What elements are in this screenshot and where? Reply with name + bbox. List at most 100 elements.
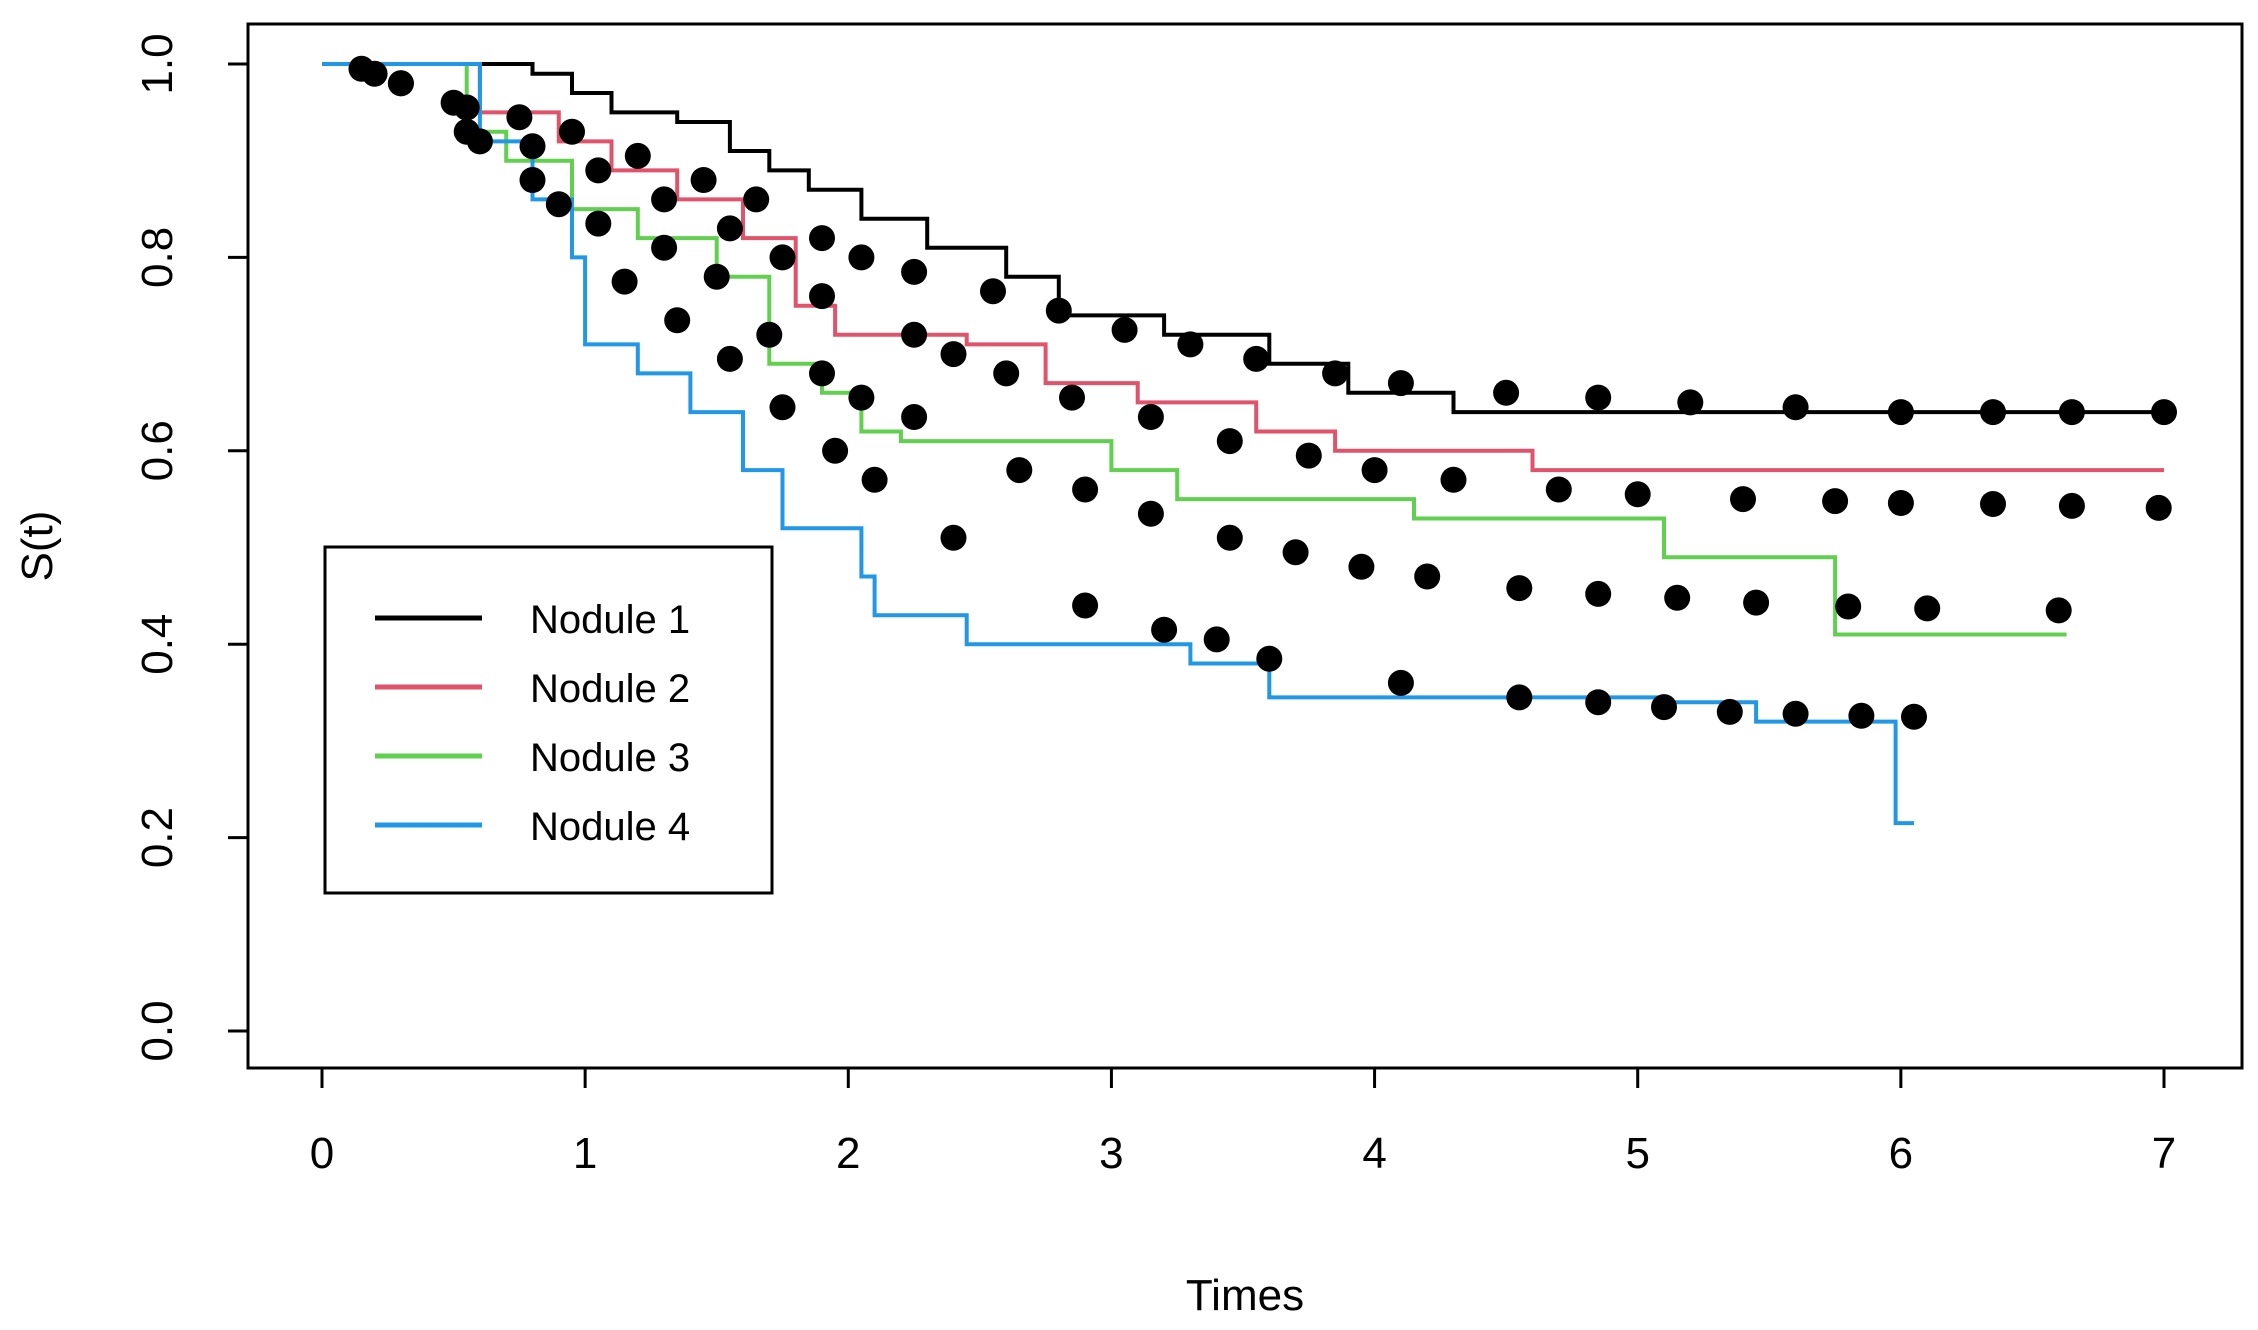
censor-point-3 (1137, 500, 1164, 527)
censor-point-1 (743, 186, 770, 213)
censor-point-3 (1743, 589, 1770, 616)
x-axis: 0 1 2 3 4 5 6 7 (310, 1066, 2176, 1178)
censor-point-1 (1045, 297, 1072, 324)
censor-point-2 (1624, 481, 1651, 508)
censor-point-2 (519, 133, 546, 160)
censor-point-1 (980, 278, 1006, 305)
x-axis-label: Times (1186, 1271, 1304, 1320)
y-axis-label: S(t) (13, 511, 62, 582)
censor-point-1 (1493, 379, 1520, 406)
legend: Nodule 1 Nodule 2 Nodule 3 Nodule 4 (323, 545, 774, 895)
censor-point-3 (1006, 457, 1033, 484)
censor-point-1 (506, 104, 533, 131)
censor-point-4 (822, 437, 849, 464)
censor-point-1 (1243, 345, 1270, 372)
y-tick-label: 0.2 (133, 807, 182, 868)
censor-point-1 (1980, 399, 2006, 426)
y-tick-label: 1.0 (133, 33, 182, 94)
censor-point-1 (624, 142, 651, 169)
legend-label-nodule-4: Nodule 4 (530, 805, 690, 849)
censor-point-4 (1651, 694, 1677, 721)
censor-point-3 (848, 384, 875, 411)
censor-point-2 (1887, 490, 1914, 516)
censor-point-1 (1177, 331, 1204, 358)
x-tick-label: 7 (2152, 1129, 2176, 1178)
censor-point-4 (611, 268, 638, 295)
censor-point-3 (1348, 553, 1375, 580)
censor-point-4 (1782, 700, 1809, 727)
censor-point-1 (1887, 399, 1914, 426)
censor-point-4 (1901, 703, 1927, 730)
censor-point-2 (1137, 404, 1164, 430)
censor-point-4 (1256, 645, 1283, 672)
censor-point-2 (1545, 476, 1572, 503)
censor-points (348, 55, 2177, 730)
censor-point-3 (756, 321, 783, 348)
censor-point-4 (466, 128, 493, 155)
censor-point-1 (1782, 394, 1809, 421)
censor-point-3 (585, 210, 612, 237)
censor-point-2 (651, 186, 678, 213)
censor-point-2 (361, 60, 388, 87)
censor-point-3 (1216, 524, 1243, 551)
censor-point-4 (1203, 626, 1230, 653)
censor-point-4 (861, 466, 888, 493)
censor-point-3 (1835, 593, 1862, 620)
censor-point-3 (809, 360, 835, 387)
censor-point-1 (690, 167, 717, 193)
x-tick-label: 4 (1362, 1129, 1386, 1178)
censor-point-3 (387, 70, 414, 97)
censor-point-2 (1730, 486, 1756, 513)
y-tick-label: 0.0 (133, 1000, 182, 1061)
censor-point-2 (2145, 494, 2172, 521)
censor-point-2 (940, 341, 967, 368)
censor-point-2 (769, 244, 796, 271)
censor-point-4 (716, 345, 743, 372)
y-tick-label: 0.4 (133, 614, 182, 675)
x-tick-label: 3 (1099, 1129, 1123, 1178)
censor-point-1 (2151, 399, 2177, 426)
censor-point-4 (1072, 592, 1099, 619)
censor-point-1 (1322, 360, 1349, 387)
censor-point-1 (1585, 384, 1612, 411)
censor-point-2 (2058, 492, 2085, 519)
censor-point-3 (1914, 595, 1941, 622)
censor-point-2 (716, 215, 743, 242)
censor-point-2 (1216, 428, 1243, 455)
legend-box (323, 545, 774, 895)
censor-point-3 (901, 404, 928, 430)
censor-point-3 (1072, 476, 1099, 503)
censor-point-3 (1414, 563, 1441, 590)
censor-point-2 (901, 321, 928, 348)
censor-point-4 (1716, 698, 1743, 725)
censor-point-4 (664, 307, 691, 334)
censor-point-1 (2058, 399, 2085, 426)
legend-label-nodule-3: Nodule 3 (530, 736, 690, 780)
censor-point-1 (848, 244, 875, 271)
censor-point-3 (1282, 539, 1309, 566)
x-tick-label: 5 (1625, 1129, 1649, 1178)
censor-point-3 (703, 263, 730, 290)
censor-point-3 (1664, 584, 1691, 611)
censor-point-2 (1822, 488, 1849, 515)
censor-point-4 (1848, 702, 1875, 729)
censor-point-2 (1440, 466, 1467, 493)
x-tick-label: 1 (573, 1129, 597, 1178)
censor-point-1 (901, 258, 928, 285)
censor-point-2 (993, 360, 1020, 387)
x-tick-label: 0 (310, 1129, 334, 1178)
censor-point-2 (1980, 491, 2006, 517)
censor-point-4 (1585, 689, 1612, 716)
x-tick-label: 2 (836, 1129, 860, 1178)
y-axis: 0.0 0.2 0.4 0.6 0.8 1.0 (133, 33, 250, 1062)
censor-point-1 (559, 118, 585, 145)
censor-point-1 (1387, 370, 1414, 397)
censor-point-2 (1059, 384, 1085, 411)
censor-point-2 (1295, 442, 1322, 469)
series-line-nodule-2 (322, 62, 2164, 473)
censor-point-4 (769, 394, 796, 421)
y-tick-label: 0.6 (133, 420, 182, 481)
legend-label-nodule-2: Nodule 2 (530, 667, 690, 711)
censor-point-3 (1585, 580, 1612, 607)
